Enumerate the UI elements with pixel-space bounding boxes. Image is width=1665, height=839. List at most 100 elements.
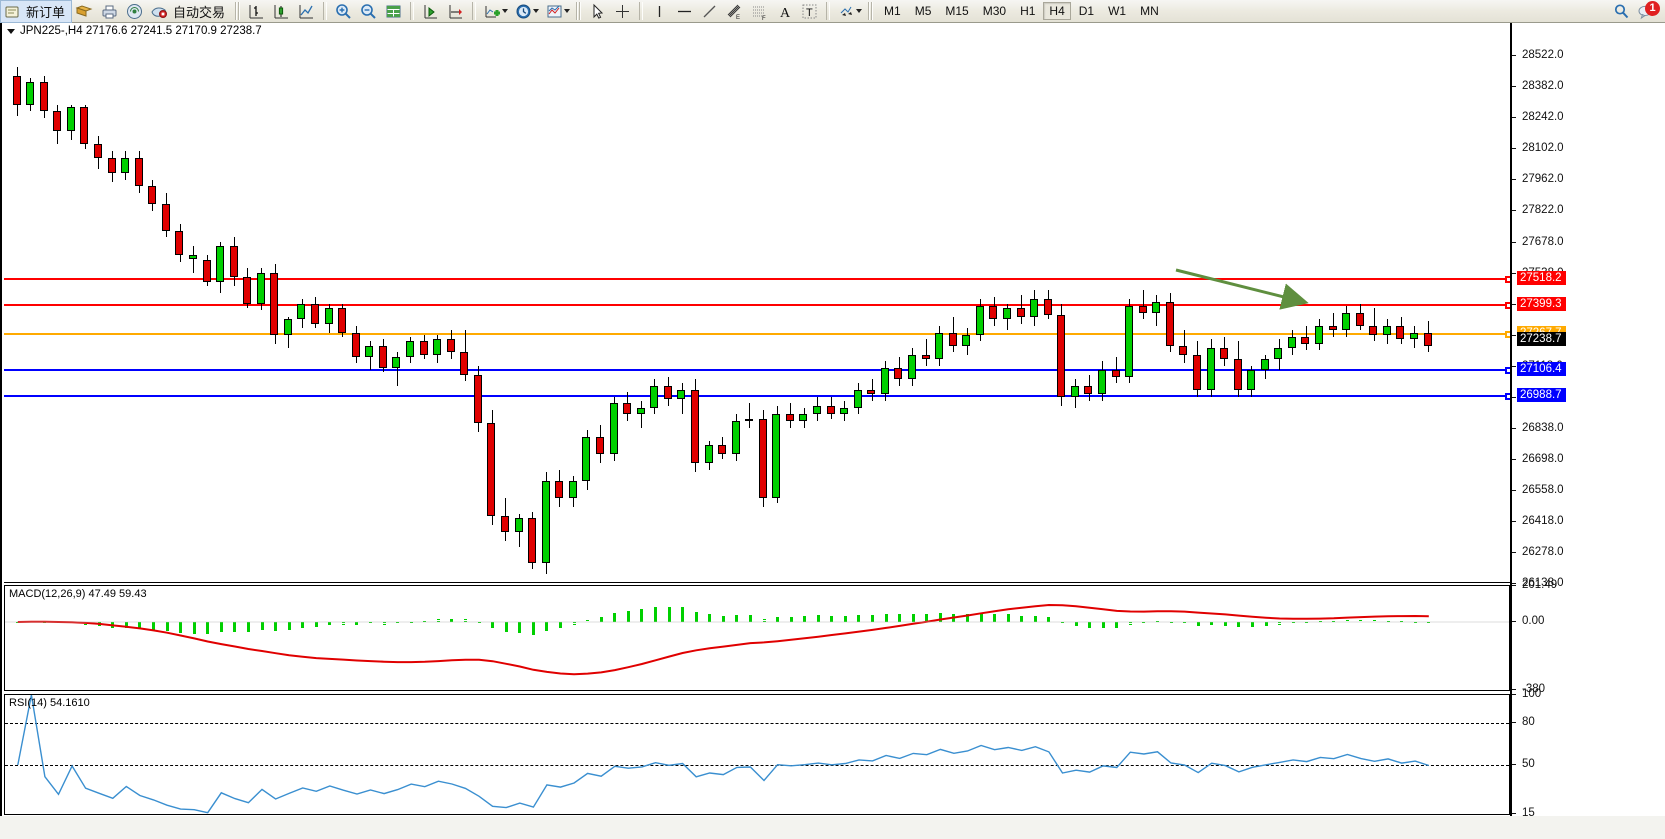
macd-histogram-bar — [885, 614, 888, 623]
candle-body — [1410, 332, 1419, 340]
shapes-button[interactable] — [834, 1, 865, 22]
candle-body — [840, 407, 849, 415]
trendline-button[interactable] — [697, 1, 722, 22]
print-button[interactable] — [97, 1, 122, 22]
zoom-in-button[interactable] — [331, 1, 356, 22]
level-handle[interactable] — [1505, 392, 1510, 400]
price-axis-tick — [1512, 521, 1516, 523]
period-button[interactable] — [511, 1, 542, 22]
candle-body — [813, 405, 822, 415]
candle-body — [189, 255, 198, 260]
macd-histogram-bar — [532, 622, 535, 635]
candle-body — [338, 308, 347, 333]
zoom-out-icon — [359, 2, 378, 21]
level-line-pivot[interactable] — [4, 331, 1510, 339]
candle-body — [772, 414, 781, 499]
candle-body — [799, 414, 808, 422]
candle-body — [108, 157, 117, 174]
folder-button[interactable] — [72, 1, 97, 22]
line-chart-button[interactable] — [294, 1, 319, 22]
price-axis-label: 27822.0 — [1522, 204, 1564, 217]
timeframe-button-m5[interactable]: M5 — [914, 4, 932, 18]
macd-histogram-bar — [1359, 619, 1362, 623]
candle-body — [705, 445, 714, 464]
candle-body — [433, 339, 442, 355]
grid-button[interactable] — [381, 1, 406, 22]
macd-histogram-bar — [545, 622, 548, 631]
timeframe-button-h4[interactable]: H4 — [1043, 2, 1071, 20]
horizontal-line-button[interactable] — [672, 1, 697, 22]
price-pane[interactable] — [4, 40, 1510, 583]
level-line-resistance-1[interactable] — [4, 301, 1510, 309]
auto-trading-button[interactable]: 自动交易 — [147, 1, 232, 22]
timeframe-button-m1[interactable]: M1 — [884, 4, 901, 18]
level-handle[interactable] — [1505, 301, 1510, 309]
macd-histogram-bar — [1237, 622, 1240, 628]
macd-histogram-bar — [1427, 622, 1430, 624]
macd-histogram-bar — [627, 610, 630, 623]
level-line-resistance-2[interactable] — [4, 275, 1510, 283]
timeframe-button-m15[interactable]: M15 — [945, 4, 969, 18]
macd-histogram-bar — [776, 617, 779, 623]
fibonacci-button[interactable]: F — [747, 1, 772, 22]
macd-histogram-bar — [871, 615, 874, 623]
candle-body — [935, 332, 944, 360]
macd-histogram-bar — [261, 622, 264, 630]
candle-body — [26, 82, 35, 105]
equidistant-channel-button[interactable]: E — [722, 1, 747, 22]
templates-button[interactable] — [542, 1, 573, 22]
zoom-out-button[interactable] — [356, 1, 381, 22]
timeframe-button-w1[interactable]: W1 — [1108, 4, 1127, 18]
chart-menu-caret-icon[interactable] — [7, 28, 15, 34]
macd-axis-tick — [1512, 621, 1516, 623]
add-indicator-caret-icon[interactable] — [502, 9, 509, 13]
add-indicator-button[interactable] — [480, 1, 511, 22]
rsi-pane[interactable]: RSI(14) 54.1610 — [4, 694, 1510, 815]
candle-body — [352, 332, 361, 357]
price-axis-label: 26278.0 — [1522, 546, 1564, 559]
timeframe-button-m30[interactable]: M30 — [982, 4, 1007, 18]
price-axis-label: 26138.0 — [1522, 577, 1564, 589]
level-line-support-1[interactable] — [4, 366, 1510, 374]
macd-histogram-bar — [1210, 622, 1213, 626]
level-line-support-2[interactable] — [4, 392, 1510, 400]
price-axis-tick — [1512, 397, 1516, 399]
text-button[interactable]: A — [772, 1, 797, 22]
search-button[interactable] — [1609, 1, 1634, 22]
timeframe-button-d1[interactable]: D1 — [1078, 4, 1095, 18]
level-handle[interactable] — [1505, 366, 1510, 374]
price-axis[interactable]: 28522.0 28382.0 28242.0 28102.0 27962.0 27822… — [1510, 23, 1665, 839]
shapes-caret-icon[interactable] — [856, 9, 863, 13]
macd-histogram-bar — [803, 616, 806, 623]
toolbar-separator-5 — [826, 2, 831, 20]
notification-button[interactable]: 1 — [1634, 0, 1660, 22]
macd-pane[interactable]: MACD(12,26,9) 47.49 59.43 — [4, 585, 1510, 691]
bar-chart-button[interactable] — [244, 1, 269, 22]
level-handle[interactable] — [1505, 331, 1510, 339]
cursor-button[interactable] — [585, 1, 610, 22]
crosshair-button[interactable] — [610, 1, 635, 22]
macd-histogram-bar — [993, 613, 996, 623]
broadcast-button[interactable] — [122, 1, 147, 22]
candle-body — [922, 354, 931, 360]
shift-end-button[interactable] — [418, 1, 443, 22]
timeframe-button-h1[interactable]: H1 — [1020, 4, 1036, 18]
rsi-axis-tick — [1512, 813, 1516, 814]
period-caret-icon[interactable] — [533, 9, 540, 13]
level-handle[interactable] — [1505, 275, 1510, 283]
auto-scroll-button[interactable] — [443, 1, 468, 22]
new-order-button[interactable]: 新订单 — [0, 0, 73, 23]
templates-caret-icon[interactable] — [564, 9, 571, 13]
text-label-button[interactable]: T — [797, 1, 822, 22]
toolbar-grip-2[interactable] — [576, 2, 583, 20]
timeframe-button-mn[interactable]: MN — [1140, 4, 1159, 18]
macd-histogram-bar — [1251, 622, 1254, 627]
vertical-line-button[interactable] — [647, 1, 672, 22]
price-axis-label: 27962.0 — [1522, 173, 1564, 186]
text-label-icon: T — [800, 2, 819, 21]
candle-body — [691, 390, 700, 464]
candlestick-chart-button[interactable] — [269, 1, 294, 22]
toolbar-grip-3[interactable] — [868, 2, 875, 20]
toolbar-grip-1[interactable] — [235, 2, 242, 20]
macd-histogram-bar — [898, 614, 901, 623]
